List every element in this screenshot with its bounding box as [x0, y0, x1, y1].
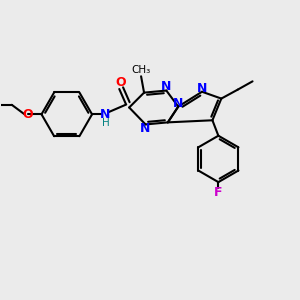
- Text: N: N: [197, 82, 207, 95]
- Text: N: N: [140, 122, 151, 134]
- Text: N: N: [161, 80, 172, 94]
- Text: F: F: [214, 186, 223, 199]
- Text: O: O: [23, 108, 34, 121]
- Text: CH₃: CH₃: [131, 65, 151, 75]
- Text: H: H: [101, 118, 109, 128]
- Text: O: O: [116, 76, 127, 89]
- Text: N: N: [100, 108, 111, 121]
- Text: N: N: [173, 97, 183, 110]
